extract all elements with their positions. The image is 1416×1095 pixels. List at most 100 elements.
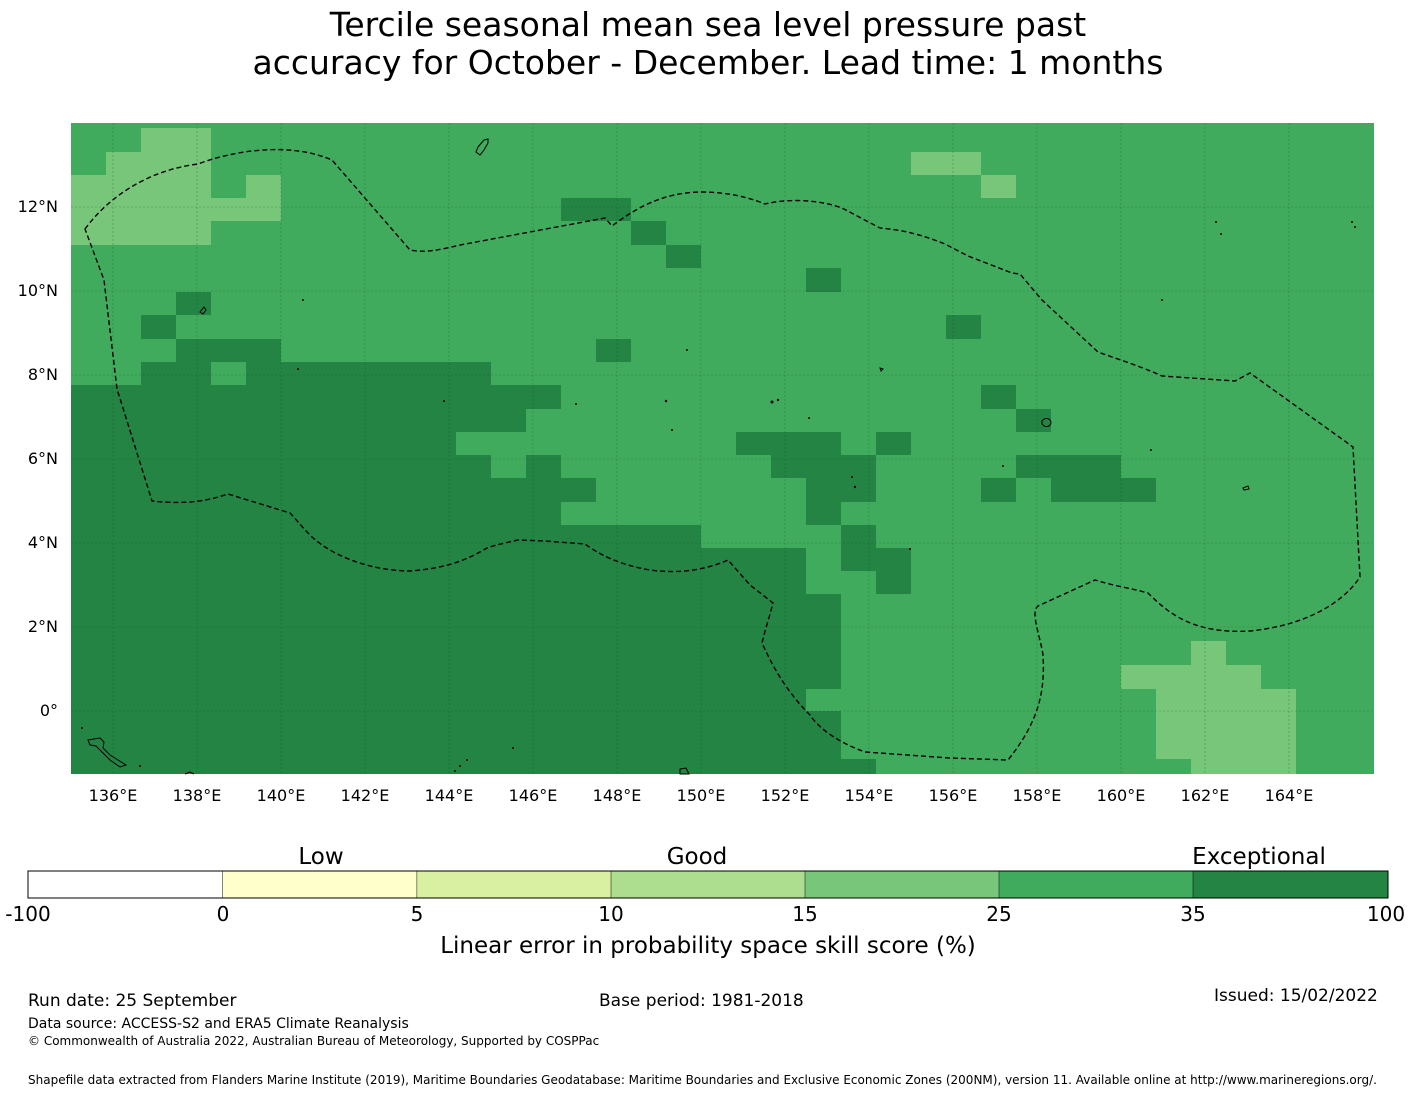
lon-label-156e: 156°E [928, 786, 978, 805]
dark-cell [806, 502, 841, 525]
lat-label-6n: 6°N [27, 449, 58, 468]
data-source: Data source: ACCESS-S2 and ERA5 Climate … [28, 1016, 409, 1032]
island-outline [475, 138, 489, 156]
dark-cell [771, 455, 876, 478]
island-outline [199, 306, 207, 315]
colorbar-tick: 25 [986, 902, 1012, 926]
reef-dot [671, 429, 673, 431]
reef-dot [1150, 449, 1152, 451]
coastlines [87, 138, 1250, 775]
reef-dot [1002, 465, 1004, 467]
lon-label-144e: 144°E [424, 786, 474, 805]
dark-cell [666, 245, 701, 268]
lat-label-2n: 2°N [27, 617, 58, 636]
light-cell [981, 175, 1016, 198]
colorbar-tick: 15 [792, 902, 818, 926]
dark-cell [841, 548, 911, 571]
lon-label-152e: 152°E [760, 786, 810, 805]
island-outline [1242, 485, 1250, 491]
dark-cell [981, 478, 1016, 502]
reef-dot [454, 770, 456, 772]
colorbar-segment-5 [805, 871, 999, 898]
island-outline [87, 737, 128, 768]
lat-label-10n: 10°N [17, 281, 58, 300]
dark-cell [736, 432, 841, 455]
island-outline [679, 767, 690, 775]
map-title-line-1: Tercile seasonal mean sea level pressure… [329, 5, 1087, 44]
lon-label-154e: 154°E [844, 786, 894, 805]
colorbar-tick: -100 [5, 902, 51, 926]
reef-dot [776, 398, 780, 402]
dark-cell [631, 221, 666, 245]
colorbar-tick: 10 [598, 902, 624, 926]
lon-label-148e: 148°E [592, 786, 642, 805]
dark-cell [806, 478, 876, 502]
dark-cell [1051, 478, 1156, 502]
lon-label-140e: 140°E [256, 786, 306, 805]
light-region-southeast [1121, 641, 1296, 774]
island-outline [1041, 418, 1052, 427]
reef-dot [808, 417, 810, 419]
light-cell [911, 152, 981, 175]
reef-dot [512, 747, 514, 749]
lat-label-4n: 4°N [27, 533, 58, 552]
cell-patch [561, 478, 596, 502]
lat-label-8n: 8°N [27, 365, 58, 384]
lon-label-142e: 142°E [340, 786, 390, 805]
cell-patch [211, 362, 246, 385]
shapefile-credit: Shapefile data extracted from Flanders M… [28, 1073, 1377, 1087]
colorbar-frame [27, 870, 1389, 899]
reef-dot [1215, 221, 1217, 223]
island-outline [184, 771, 195, 775]
colorbar-tick: 35 [1180, 902, 1206, 926]
reef-dots [81, 221, 1356, 772]
issued-date: Issued: 15/02/2022 [1214, 986, 1378, 1006]
colorbar-category-good: Good [666, 844, 728, 870]
reef-dot [770, 400, 774, 404]
colorbar-category-low: Low [298, 844, 344, 870]
reef-dot [1351, 221, 1353, 223]
dark-cell [176, 292, 211, 315]
reef-dot [851, 476, 853, 478]
dark-cell [561, 198, 631, 221]
dark-cell [876, 432, 911, 455]
dark-cell [1016, 409, 1051, 432]
colorbar-label: Linear error in probability space skill … [440, 933, 976, 959]
lon-label-146e: 146°E [508, 786, 558, 805]
colorbar-segment-3 [416, 871, 611, 898]
dark-cell [946, 315, 981, 339]
reef-dot [459, 765, 461, 767]
lon-label-160e: 160°E [1096, 786, 1146, 805]
dark-cell [596, 339, 631, 362]
base-period: Base period: 1981-2018 [599, 991, 804, 1011]
map-title: Tercile seasonal mean sea level pressure… [0, 6, 1416, 82]
lon-label-162e: 162°E [1180, 786, 1230, 805]
reef-dot [909, 548, 911, 550]
reef-dot [139, 765, 141, 767]
reef-dot [302, 299, 304, 301]
reef-dot [575, 403, 577, 405]
dark-cell [841, 525, 876, 548]
lat-label-12n: 12°N [17, 197, 58, 216]
lon-label-136e: 136°E [88, 786, 138, 805]
score-grid [71, 123, 1374, 774]
dark-cell [876, 571, 911, 594]
colorbar-tick: 0 [216, 902, 230, 926]
lon-label-138e: 138°E [172, 786, 222, 805]
dark-cell [1016, 455, 1121, 478]
reef-dot [853, 485, 857, 489]
dark-cell [981, 385, 1016, 409]
reef-dot [81, 727, 83, 729]
island-outline [879, 367, 884, 372]
dark-region-southwest [71, 339, 876, 774]
dark-cell [141, 315, 176, 339]
reef-dot [664, 399, 668, 403]
reef-dot [297, 368, 299, 370]
colorbar-segment-6 [999, 871, 1193, 898]
colorbar-tick: 100 [1366, 902, 1406, 926]
colorbar [27, 870, 1389, 899]
reef-dot [1220, 233, 1222, 235]
graticule [71, 123, 1374, 774]
reef-dot [1354, 226, 1356, 228]
